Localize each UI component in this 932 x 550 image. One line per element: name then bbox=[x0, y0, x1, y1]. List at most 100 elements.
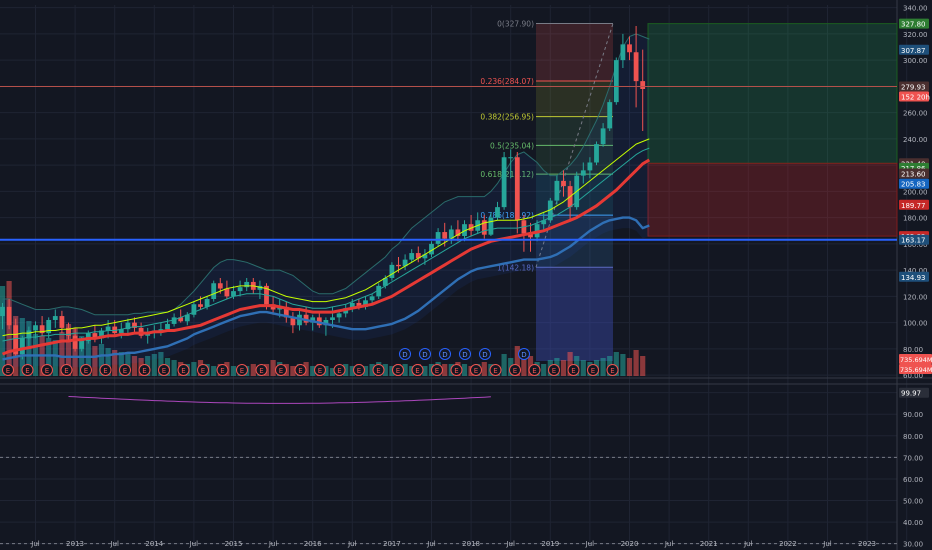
candle-body[interactable] bbox=[514, 157, 520, 221]
candle-body[interactable] bbox=[52, 316, 58, 320]
candle-body[interactable] bbox=[495, 207, 500, 218]
candle-body[interactable] bbox=[330, 317, 335, 320]
candle-body[interactable] bbox=[231, 291, 236, 297]
candle-body[interactable] bbox=[435, 232, 441, 244]
dividend-marker[interactable]: D bbox=[479, 348, 491, 360]
price-badge[interactable]: 213.60 bbox=[899, 168, 929, 179]
candle-body[interactable] bbox=[283, 306, 289, 318]
candle-body[interactable] bbox=[594, 144, 599, 163]
earnings-marker[interactable]: E bbox=[216, 364, 229, 376]
earnings-marker[interactable]: E bbox=[392, 364, 404, 376]
candle-body[interactable] bbox=[158, 329, 164, 331]
candle-body[interactable] bbox=[448, 229, 454, 239]
earnings-marker[interactable]: E bbox=[294, 364, 307, 376]
earnings-marker[interactable]: E bbox=[255, 364, 268, 376]
candle-body[interactable] bbox=[415, 253, 421, 259]
price-badge[interactable]: 307.87 bbox=[899, 44, 929, 55]
candle-body[interactable] bbox=[257, 285, 263, 290]
earnings-marker[interactable]: E bbox=[80, 364, 92, 376]
candle-body[interactable] bbox=[389, 264, 395, 278]
candle-body[interactable] bbox=[191, 304, 197, 315]
candle-body[interactable] bbox=[481, 220, 487, 235]
dividend-marker[interactable]: D bbox=[459, 348, 471, 360]
earnings-marker[interactable]: E bbox=[450, 364, 463, 376]
candle-body[interactable] bbox=[528, 233, 533, 238]
candle-body[interactable] bbox=[112, 326, 118, 334]
candle-body[interactable] bbox=[422, 254, 428, 259]
candle-body[interactable] bbox=[0, 306, 5, 317]
candle-body[interactable] bbox=[217, 283, 223, 289]
price-badge[interactable]: 279.93 bbox=[899, 81, 929, 92]
candle-body[interactable] bbox=[66, 327, 71, 336]
earnings-marker[interactable]: E bbox=[509, 364, 521, 376]
price-badge[interactable]: 163.17 bbox=[899, 234, 929, 245]
candle-body[interactable] bbox=[316, 317, 322, 326]
candle-body[interactable] bbox=[508, 157, 514, 159]
candle-body[interactable] bbox=[640, 81, 646, 89]
candle-body[interactable] bbox=[402, 259, 408, 267]
oscillator-badge[interactable]: 99.97 bbox=[899, 387, 929, 398]
candle-body[interactable] bbox=[587, 162, 593, 171]
earnings-marker[interactable]: E bbox=[314, 364, 326, 376]
candle-body[interactable] bbox=[6, 306, 12, 326]
candle-body[interactable] bbox=[501, 157, 507, 208]
candle-body[interactable] bbox=[178, 317, 184, 322]
candle-body[interactable] bbox=[554, 180, 560, 201]
candle-body[interactable] bbox=[627, 44, 632, 53]
dividend-marker[interactable]: D bbox=[518, 348, 530, 360]
dividend-marker[interactable]: D bbox=[419, 348, 431, 360]
candle-body[interactable] bbox=[382, 278, 388, 286]
earnings-marker[interactable]: E bbox=[138, 364, 151, 376]
candle-body[interactable] bbox=[356, 302, 362, 307]
earnings-marker[interactable]: E bbox=[158, 364, 170, 376]
candle-body[interactable] bbox=[72, 335, 78, 349]
candle-body[interactable] bbox=[165, 323, 170, 330]
candle-body[interactable] bbox=[310, 317, 316, 323]
earnings-marker[interactable]: E bbox=[275, 364, 287, 376]
candle-body[interactable] bbox=[363, 300, 368, 307]
earnings-marker[interactable]: E bbox=[431, 364, 443, 376]
earnings-marker[interactable]: E bbox=[99, 364, 112, 376]
candle-body[interactable] bbox=[396, 264, 401, 267]
candle-body[interactable] bbox=[323, 320, 329, 326]
candle-body[interactable] bbox=[600, 128, 606, 145]
candle-body[interactable] bbox=[19, 338, 25, 355]
dividend-marker[interactable]: D bbox=[439, 348, 451, 360]
earnings-marker[interactable]: E bbox=[2, 364, 14, 376]
candle-body[interactable] bbox=[290, 317, 296, 326]
earnings-marker[interactable]: E bbox=[177, 364, 190, 376]
candle-body[interactable] bbox=[224, 288, 230, 297]
earnings-marker[interactable]: E bbox=[197, 364, 209, 376]
earnings-marker[interactable]: E bbox=[21, 364, 34, 376]
volume-badge[interactable]: 735.694M bbox=[899, 354, 932, 364]
candle-body[interactable] bbox=[488, 217, 494, 235]
candle-body[interactable] bbox=[620, 44, 626, 61]
candle-body[interactable] bbox=[349, 302, 355, 309]
candle-body[interactable] bbox=[409, 253, 415, 260]
candle-body[interactable] bbox=[561, 180, 566, 187]
price-badge[interactable]: 327.80 bbox=[899, 18, 929, 29]
candle-body[interactable] bbox=[613, 60, 619, 103]
dividend-marker[interactable]: D bbox=[399, 348, 411, 360]
event-markers[interactable]: E E E E E E E E E E E E E E E E E E E E E E E E E E E E E E E ED D D D D D bbox=[2, 348, 619, 376]
candle-body[interactable] bbox=[303, 314, 309, 323]
candle-body[interactable] bbox=[468, 224, 474, 231]
candle-body[interactable] bbox=[607, 102, 613, 129]
earnings-marker[interactable]: E bbox=[411, 364, 424, 376]
earnings-marker[interactable]: E bbox=[372, 364, 385, 376]
earnings-marker[interactable]: E bbox=[567, 364, 580, 376]
candle-body[interactable] bbox=[297, 314, 302, 326]
candle-body[interactable] bbox=[39, 325, 45, 334]
candle-body[interactable] bbox=[46, 320, 52, 334]
candle-body[interactable] bbox=[99, 330, 104, 339]
candle-body[interactable] bbox=[633, 52, 639, 82]
price-badge[interactable]: 205.83 bbox=[899, 178, 929, 189]
candle-body[interactable] bbox=[171, 317, 177, 324]
candle-body[interactable] bbox=[125, 322, 131, 330]
candle-body[interactable] bbox=[455, 229, 461, 236]
candle-body[interactable] bbox=[13, 325, 19, 355]
candle-body[interactable] bbox=[204, 299, 210, 307]
candle-body[interactable] bbox=[198, 304, 203, 307]
candle-body[interactable] bbox=[580, 170, 586, 176]
